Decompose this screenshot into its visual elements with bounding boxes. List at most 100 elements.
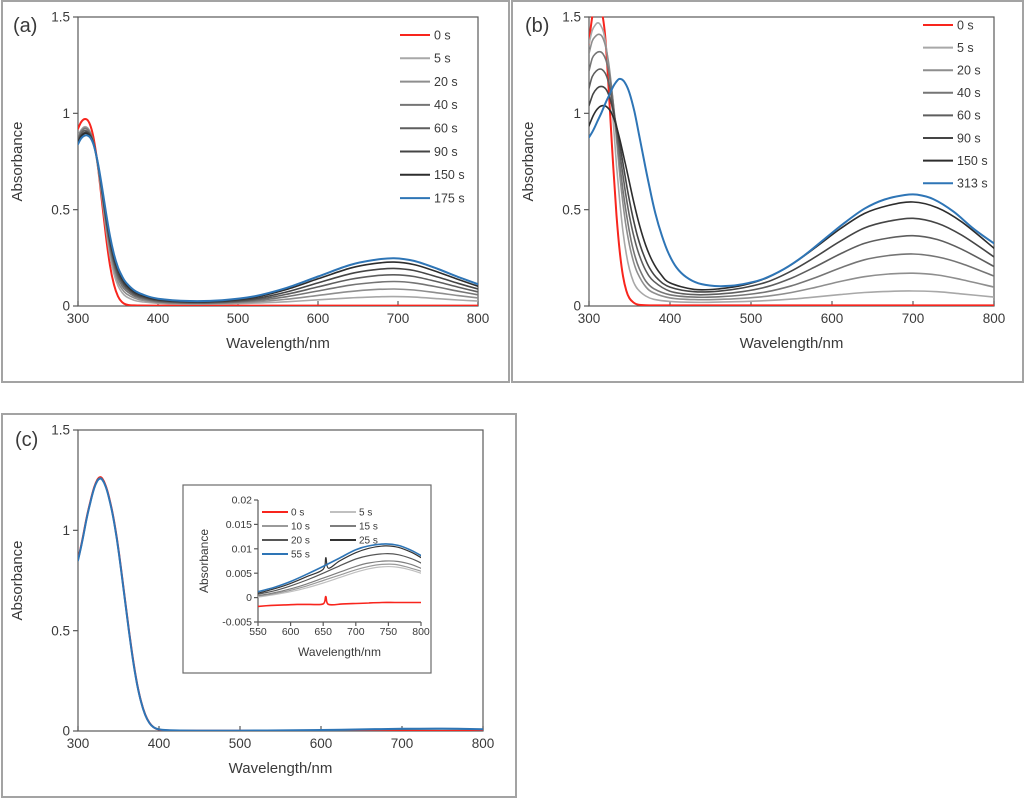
legend-item-90s: 90 s [923,131,981,145]
series-line-5s [258,565,421,598]
x-tick-label: 700 [347,626,365,638]
legend-label: 90 s [434,145,458,159]
legend-label: 60 s [957,109,981,123]
y-tick-label: 1.5 [562,10,581,25]
x-tick-label: 500 [740,311,763,326]
legend-label: 175 s [434,191,465,205]
legend-item-20s: 20 s [923,63,981,77]
y-axis-title: Absorbance [520,121,537,201]
x-tick-label: 700 [391,736,414,751]
series-line-150s [78,132,478,303]
legend-label: 15 s [359,521,378,532]
legend: 0 s 5 s 10 s 15 s 20 s 25 s 55 s [262,507,378,560]
legend-item-313s: 313 s [923,176,988,190]
y-tick-label: 0.02 [232,495,253,507]
legend-label: 60 s [434,121,458,135]
legend-label: 55 s [291,549,310,560]
series-line-90s [589,85,994,293]
x-tick-label: 500 [227,311,250,326]
x-axis-title: Wavelength/nm [229,760,333,777]
y-axis-title: Absorbance [9,121,26,201]
panel-label: (c) [15,429,38,451]
x-tick-label: 600 [310,736,333,751]
series-line-20s [258,553,421,595]
legend-label: 5 s [434,52,451,66]
x-tick-label: 800 [412,626,430,638]
legend-label: 313 s [957,176,988,190]
legend-item-0s: 0 s [262,507,304,518]
legend-item-150s: 150 s [923,154,988,168]
legend-label: 150 s [957,154,988,168]
x-tick-label: 500 [229,736,252,751]
legend-item-90s: 90 s [400,145,458,159]
panel-a: 300 400 500 600 700 800 0 0.5 1 1.5 Wavelength/nm A… [1,0,510,383]
y-axis-title: Absorbance [9,540,26,620]
y-tick-label: 0 [62,299,70,314]
chart-b: 300 400 500 600 700 800 0 0.5 1 1.5 Wavelength/nm A… [520,10,1005,352]
series-line-5s [589,22,994,304]
legend-label: 0 s [957,18,974,32]
x-tick-label: 750 [380,626,398,638]
y-tick-label: -0.005 [222,617,252,629]
legend-item-15s: 15 s [330,521,378,532]
y-tick-label: 0 [62,724,70,739]
legend-item-40s: 40 s [400,98,458,112]
panel-b-chart: 300 400 500 600 700 800 0 0.5 1 1.5 Wavelength/nm A… [520,10,1005,352]
series-line-40s [589,50,994,299]
legend-item-150s: 150 s [400,168,465,182]
x-tick-label: 650 [314,626,332,638]
y-axis-title: Absorbance [197,529,211,593]
y-tick-label: 1 [573,106,581,121]
series-line-25s [258,545,421,594]
legend-label: 25 s [359,535,378,546]
series-line-60s [78,129,478,304]
x-tick-label: 800 [467,311,490,326]
y-tick-label: 0 [246,592,252,604]
panel-c: 300 400 500 600 700 800 0 0.5 1 1.5 Wavelength/nm A… [1,413,517,798]
legend-item-10s: 10 s [262,521,310,532]
chart-inset: 550 600 650 700 750 800 -0.005 0 0.005 0.01 0.015 0… [182,484,432,674]
legend-label: 90 s [957,131,981,145]
series-line-60s [589,68,994,296]
legend-label: 0 s [291,507,304,518]
series-line-0s [258,595,421,608]
legend-label: 10 s [291,521,310,532]
legend-label: 0 s [434,28,451,42]
panel-b: 300 400 500 600 700 800 0 0.5 1 1.5 Wavelength/nm A… [511,0,1024,383]
x-tick-label: 400 [659,311,682,326]
legend-item-20s: 20 s [262,535,310,546]
y-tick-label: 0.5 [562,202,581,217]
x-tick-label: 550 [249,626,267,638]
series-line-10s [258,563,421,597]
legend-item-5s: 5 s [400,52,451,66]
series-line-175s [78,134,478,303]
inset-frame [182,484,432,674]
legend-item-5s: 5 s [330,507,372,518]
y-tick-label: 0.005 [226,568,252,580]
x-tick-label: 300 [578,311,601,326]
legend-label: 20 s [291,535,310,546]
x-tick-label: 800 [472,736,495,751]
panel-c-chart: 300 400 500 600 700 800 0 0.5 1 1.5 Wavelength/nm A… [9,423,494,777]
series-group [258,543,421,608]
legend-label: 5 s [359,507,372,518]
chart-c: 300 400 500 600 700 800 0 0.5 1 1.5 Wavelength/nm A… [9,423,494,777]
legend-item-40s: 40 s [923,86,981,100]
series-group [589,16,994,306]
x-tick-label: 700 [902,311,925,326]
legend-label: 20 s [957,63,981,77]
x-axis-title: Wavelength/nm [298,645,381,659]
y-tick-label: 1.5 [51,10,70,25]
legend-item-55s: 55 s [262,549,310,560]
legend: 0 s 5 s 20 s 40 s 60 s 90 s 150 s 175 s [400,28,465,205]
legend-item-0s: 0 s [400,28,451,42]
panel-label: (a) [13,15,37,37]
x-tick-label: 600 [307,311,330,326]
x-tick-label: 600 [282,626,300,638]
legend-label: 5 s [957,41,974,55]
x-tick-label: 300 [67,736,90,751]
x-tick-label: 400 [148,736,171,751]
series-line-313s [589,77,994,288]
series-line-55s [78,477,483,731]
